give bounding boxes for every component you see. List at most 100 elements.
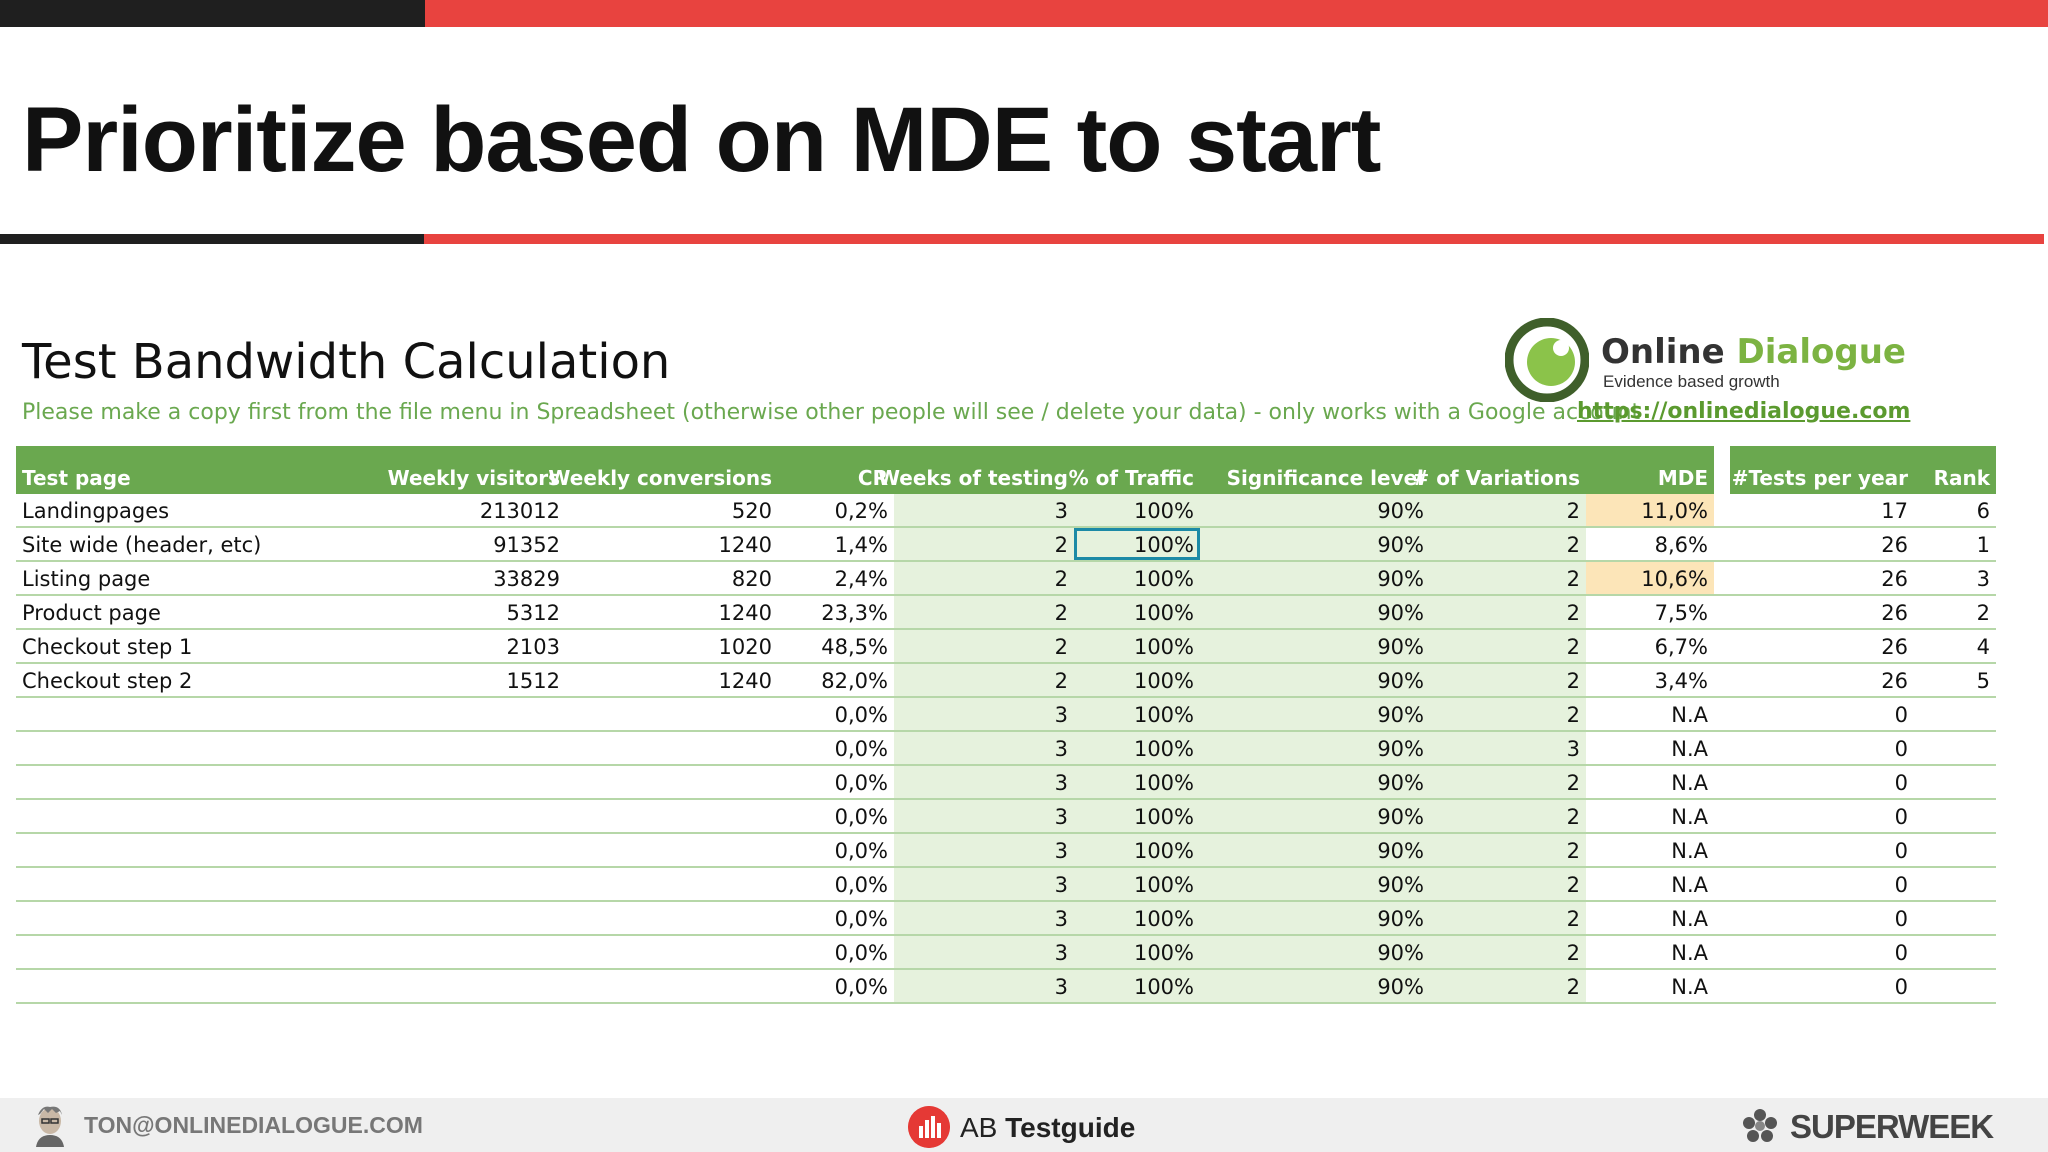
cell-variations[interactable]: 2 [1430, 596, 1586, 628]
cell-significance-level[interactable]: 90% [1200, 868, 1430, 900]
cell-cr[interactable]: 0,0% [834, 941, 888, 965]
cell-significance-level[interactable]: 90% [1200, 630, 1430, 662]
cell-mde[interactable]: N.A [1671, 805, 1708, 829]
cell-test-page[interactable] [16, 800, 396, 832]
cell-mde[interactable]: 8,6% [1654, 533, 1708, 557]
cell-weeks-of-testing[interactable]: 2 [894, 528, 1074, 560]
cell-test-page[interactable] [16, 698, 396, 730]
cell-weekly-conversions[interactable] [566, 970, 778, 1002]
cell-weeks-of-testing[interactable]: 2 [894, 562, 1074, 594]
cell-traffic-pct[interactable]: 100% [1074, 698, 1200, 730]
cell-weekly-visitors[interactable]: 33829 [493, 567, 560, 591]
cell-weeks-of-testing[interactable]: 2 [894, 596, 1074, 628]
cell-cr[interactable]: 23,3% [821, 601, 888, 625]
column-header-variations[interactable]: # of Variations [1412, 446, 1586, 494]
cell-weekly-conversions[interactable] [566, 834, 778, 866]
cell-rank[interactable] [1914, 732, 1996, 764]
cell-cr[interactable]: 0,0% [834, 839, 888, 863]
cell-tests-per-year[interactable]: 0 [1894, 907, 1908, 931]
cell-cr[interactable]: 82,0% [821, 669, 888, 693]
cell-traffic-pct[interactable]: 100% [1074, 562, 1200, 594]
cell-tests-per-year[interactable]: 0 [1894, 941, 1908, 965]
cell-rank[interactable] [1914, 936, 1996, 968]
cell-rank[interactable] [1914, 868, 1996, 900]
cell-traffic-pct[interactable]: 100% [1074, 528, 1200, 560]
cell-significance-level[interactable]: 90% [1200, 562, 1430, 594]
cell-tests-per-year[interactable]: 26 [1881, 669, 1908, 693]
cell-significance-level[interactable]: 90% [1200, 834, 1430, 866]
cell-cr[interactable]: 2,4% [834, 567, 888, 591]
cell-weekly-visitors[interactable] [396, 902, 566, 934]
cell-weeks-of-testing[interactable]: 3 [894, 698, 1074, 730]
cell-weekly-visitors[interactable] [396, 834, 566, 866]
cell-test-page[interactable] [16, 732, 396, 764]
cell-rank[interactable] [1914, 698, 1996, 730]
cell-weekly-conversions[interactable] [566, 800, 778, 832]
cell-weeks-of-testing[interactable]: 3 [894, 970, 1074, 1002]
column-header-traffic-pct[interactable]: % of Traffic [1069, 446, 1200, 494]
cell-weeks-of-testing[interactable]: 3 [894, 834, 1074, 866]
cell-mde[interactable]: N.A [1671, 907, 1708, 931]
cell-weekly-visitors[interactable] [396, 766, 566, 798]
cell-weeks-of-testing[interactable]: 3 [894, 800, 1074, 832]
cell-mde[interactable]: 10,6% [1586, 562, 1714, 594]
cell-weekly-conversions[interactable] [566, 936, 778, 968]
cell-rank[interactable]: 5 [1976, 669, 1990, 693]
cell-traffic-pct[interactable]: 100% [1074, 664, 1200, 696]
cell-traffic-pct[interactable]: 100% [1074, 834, 1200, 866]
cell-tests-per-year[interactable]: 26 [1881, 601, 1908, 625]
cell-significance-level[interactable]: 90% [1200, 800, 1430, 832]
cell-traffic-pct[interactable]: 100% [1074, 936, 1200, 968]
cell-tests-per-year[interactable]: 0 [1894, 839, 1908, 863]
cell-traffic-pct[interactable]: 100% [1074, 732, 1200, 764]
cell-significance-level[interactable]: 90% [1200, 664, 1430, 696]
cell-tests-per-year[interactable]: 26 [1881, 533, 1908, 557]
cell-weekly-visitors[interactable]: 91352 [493, 533, 560, 557]
cell-cr[interactable]: 48,5% [821, 635, 888, 659]
cell-rank[interactable]: 2 [1976, 601, 1990, 625]
cell-weekly-visitors[interactable] [396, 936, 566, 968]
cell-weeks-of-testing[interactable]: 2 [894, 664, 1074, 696]
cell-variations[interactable]: 2 [1430, 630, 1586, 662]
cell-weeks-of-testing[interactable]: 3 [894, 936, 1074, 968]
cell-cr[interactable]: 0,2% [834, 499, 888, 523]
cell-mde[interactable]: N.A [1671, 771, 1708, 795]
cell-test-page[interactable]: Listing page [22, 567, 151, 591]
cell-cr[interactable]: 0,0% [834, 703, 888, 727]
cell-weekly-conversions[interactable]: 1020 [718, 635, 772, 659]
cell-weekly-visitors[interactable] [396, 970, 566, 1002]
cell-test-page[interactable] [16, 868, 396, 900]
cell-significance-level[interactable]: 90% [1200, 528, 1430, 560]
cell-rank[interactable] [1914, 970, 1996, 1002]
column-header-tests-per-year[interactable]: #Tests per year [1730, 446, 1914, 494]
cell-tests-per-year[interactable]: 26 [1881, 635, 1908, 659]
cell-test-page[interactable] [16, 834, 396, 866]
cell-cr[interactable]: 0,0% [834, 873, 888, 897]
cell-traffic-pct[interactable]: 100% [1074, 596, 1200, 628]
logo-url-link[interactable]: https://onlinedialogue.com [1577, 399, 1911, 424]
cell-traffic-pct[interactable]: 100% [1074, 766, 1200, 798]
cell-weekly-conversions[interactable] [566, 766, 778, 798]
cell-variations[interactable]: 2 [1430, 698, 1586, 730]
cell-cr[interactable]: 0,0% [834, 771, 888, 795]
cell-weekly-visitors[interactable]: 213012 [479, 499, 560, 523]
cell-weekly-conversions[interactable]: 820 [731, 567, 772, 591]
cell-mde[interactable]: N.A [1671, 941, 1708, 965]
cell-traffic-pct[interactable]: 100% [1074, 800, 1200, 832]
cell-traffic-pct[interactable]: 100% [1074, 902, 1200, 934]
cell-variations[interactable]: 2 [1430, 766, 1586, 798]
cell-mde[interactable]: 6,7% [1654, 635, 1708, 659]
cell-rank[interactable] [1914, 834, 1996, 866]
cell-rank[interactable] [1914, 800, 1996, 832]
cell-weekly-visitors[interactable] [396, 800, 566, 832]
cell-tests-per-year[interactable]: 0 [1894, 703, 1908, 727]
cell-test-page[interactable] [16, 902, 396, 934]
cell-traffic-pct[interactable]: 100% [1074, 494, 1200, 526]
cell-tests-per-year[interactable]: 0 [1894, 873, 1908, 897]
cell-traffic-pct[interactable]: 100% [1074, 630, 1200, 662]
cell-weeks-of-testing[interactable]: 3 [894, 766, 1074, 798]
cell-weekly-visitors[interactable] [396, 698, 566, 730]
cell-significance-level[interactable]: 90% [1200, 698, 1430, 730]
column-header-test-page[interactable]: Test page [16, 446, 396, 494]
column-header-mde[interactable]: MDE [1586, 446, 1714, 494]
